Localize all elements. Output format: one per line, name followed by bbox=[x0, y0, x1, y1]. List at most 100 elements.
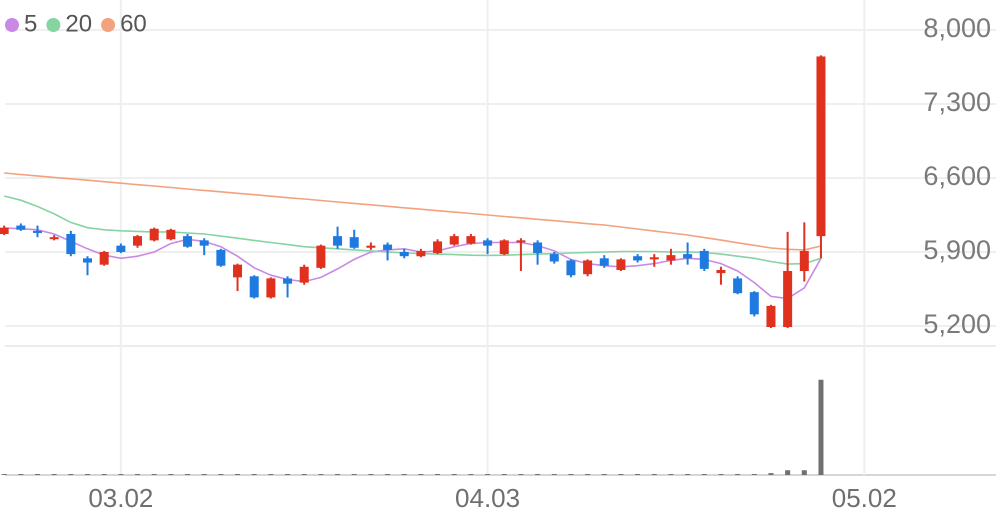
legend-swatch bbox=[46, 18, 61, 32]
candle-body bbox=[33, 230, 43, 233]
volume-bar bbox=[785, 470, 791, 475]
volume-bar bbox=[301, 474, 307, 475]
volume-bar bbox=[251, 474, 257, 475]
candle-body bbox=[549, 254, 559, 262]
volume-bar bbox=[218, 474, 224, 475]
volume-bar bbox=[18, 474, 24, 475]
candle-body bbox=[149, 228, 159, 241]
candle-body bbox=[483, 240, 493, 246]
x-tick-label: 05.02 bbox=[832, 483, 897, 513]
candle-body bbox=[283, 278, 293, 284]
volume-bar bbox=[635, 474, 641, 475]
x-tick-label: 04.03 bbox=[455, 483, 520, 513]
volume-bar bbox=[268, 474, 274, 475]
volume-bar bbox=[601, 474, 607, 475]
volume-bar bbox=[435, 474, 441, 475]
volume-bar bbox=[585, 474, 591, 475]
candle-body bbox=[366, 245, 376, 248]
candle-body bbox=[299, 266, 309, 283]
volume-bar bbox=[151, 474, 157, 475]
volume-bar bbox=[401, 474, 407, 475]
candle-body bbox=[733, 278, 743, 294]
volume-bar bbox=[768, 473, 774, 475]
moving-averages bbox=[4, 172, 822, 300]
candle-body bbox=[666, 255, 676, 261]
candle-body bbox=[466, 236, 476, 244]
candle-body bbox=[433, 241, 443, 254]
volume-bar bbox=[485, 474, 491, 475]
candle-body bbox=[566, 260, 576, 276]
volume-bar bbox=[118, 474, 124, 475]
volume-bar bbox=[201, 474, 207, 475]
volume-bar bbox=[35, 474, 41, 475]
candle-body bbox=[249, 276, 259, 298]
volume-bar bbox=[818, 379, 824, 475]
volume-bar bbox=[535, 474, 541, 475]
volume-bar bbox=[418, 474, 424, 475]
volume-bar bbox=[551, 474, 557, 475]
volume-bar bbox=[285, 474, 291, 475]
volume-bar bbox=[501, 474, 507, 475]
volume-bar bbox=[801, 470, 807, 475]
volume-pane bbox=[1, 379, 824, 475]
volume-bar bbox=[335, 474, 341, 475]
volume-bar bbox=[668, 474, 674, 475]
candle-body bbox=[416, 250, 426, 257]
candle-body bbox=[266, 278, 276, 298]
candle-body bbox=[499, 240, 509, 255]
y-tick-label: 5,900 bbox=[923, 235, 991, 265]
candle-body bbox=[0, 227, 9, 235]
moving-average-line bbox=[4, 172, 822, 251]
volume-bar bbox=[101, 474, 107, 475]
legend-swatch bbox=[5, 18, 19, 32]
candle-body bbox=[516, 240, 526, 243]
candle-body bbox=[83, 258, 93, 263]
candle-body bbox=[533, 242, 543, 254]
candle-body bbox=[783, 271, 793, 328]
volume-bar bbox=[568, 474, 574, 475]
volume-bar bbox=[235, 474, 241, 475]
y-tick-label: 7,300 bbox=[923, 87, 991, 117]
candle-body bbox=[316, 245, 326, 268]
volume-bar bbox=[751, 474, 757, 475]
candle-body bbox=[583, 260, 593, 275]
volume-bar bbox=[718, 474, 724, 475]
volume-bar bbox=[451, 474, 457, 475]
moving-average-line bbox=[4, 227, 822, 300]
volume-bar bbox=[68, 474, 74, 475]
candle-body bbox=[66, 234, 76, 255]
candle-body bbox=[699, 250, 709, 269]
candle-body bbox=[16, 225, 26, 230]
axes: 8,000 7,300 6,600 5,900 5,200 03.02 04.03 05.02 bbox=[88, 13, 991, 513]
volume-bar bbox=[168, 474, 174, 475]
legend: 5 20 60 bbox=[5, 10, 147, 37]
candle-body bbox=[199, 240, 209, 246]
candles bbox=[0, 55, 826, 329]
candle-body bbox=[816, 56, 826, 237]
candle-body bbox=[599, 258, 609, 266]
candle-body bbox=[616, 259, 626, 270]
volume-bar bbox=[735, 474, 741, 475]
candle-body bbox=[133, 236, 143, 246]
volume-bar bbox=[135, 474, 141, 475]
candle-body bbox=[116, 245, 126, 252]
candle-body bbox=[333, 236, 343, 246]
candle-body bbox=[649, 257, 659, 260]
candle-body bbox=[349, 237, 359, 248]
volume-bar bbox=[368, 474, 374, 475]
volume-bar bbox=[351, 474, 357, 475]
x-tick-label: 03.02 bbox=[88, 483, 153, 513]
legend-label: 60 bbox=[120, 10, 147, 37]
volume-bar bbox=[685, 474, 691, 475]
candle-body bbox=[716, 269, 726, 274]
candle-body bbox=[449, 236, 459, 245]
legend-swatch bbox=[101, 18, 116, 32]
volume-bar bbox=[318, 474, 324, 475]
volume-bar bbox=[518, 474, 524, 475]
candle-body bbox=[233, 264, 243, 278]
volume-bar bbox=[385, 474, 391, 475]
candle-body bbox=[399, 251, 409, 257]
volume-bar bbox=[85, 474, 91, 475]
